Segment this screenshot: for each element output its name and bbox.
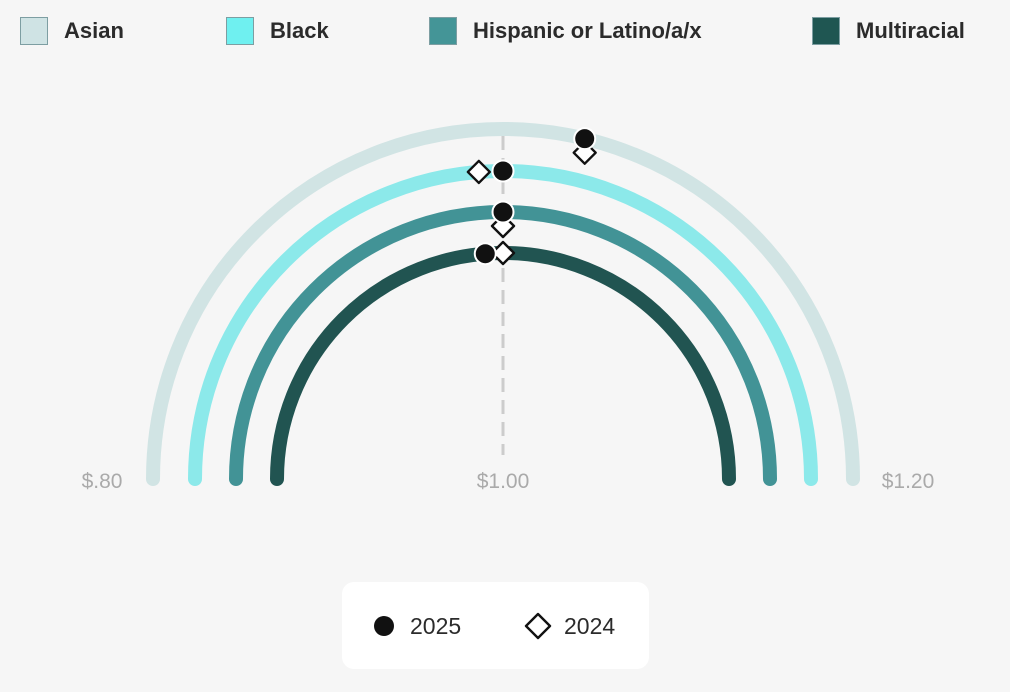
tick-labels: $.80 $1.00 $1.20: [82, 470, 935, 493]
marker-2025-black: [491, 159, 515, 183]
hollow-diamond-icon: [524, 612, 552, 640]
legend-label-multiracial: Multiracial: [856, 18, 965, 43]
legend-swatch-hispanic: [429, 17, 457, 45]
legend-item-multiracial: Multiracial: [812, 16, 965, 46]
marker-2025-asian: [573, 127, 597, 151]
legend-label-hispanic: Hispanic or Latino/a/x: [473, 18, 702, 43]
legend-label-asian: Asian: [64, 18, 124, 43]
marker-2025-hispanic-or-latino-a-x: [491, 200, 515, 224]
year-legend-item-2025: 2025: [368, 610, 461, 642]
legend-swatch-black: [226, 17, 254, 45]
legend-item-black: Black: [226, 16, 329, 46]
year-legend-label-2025: 2025: [410, 612, 462, 639]
arc-asian: [146, 122, 860, 486]
year-legend: 2025 2024: [342, 582, 649, 669]
legend-item-asian: Asian: [20, 16, 124, 46]
legend-swatch-asian: [20, 17, 48, 45]
radial-chart: $.80 $1.00 $1.20: [82, 122, 935, 493]
filled-circle-icon: [374, 616, 394, 636]
markers-layer: [466, 127, 597, 266]
legend-swatch-multiracial: [812, 17, 840, 45]
tick-label-min: $.80: [82, 470, 123, 493]
category-legend: Asian Black Hispanic or Latino/a/x Multi…: [0, 0, 1010, 60]
legend-label-black: Black: [270, 18, 329, 43]
year-legend-label-2024: 2024: [564, 612, 616, 639]
tick-label-max: $1.20: [882, 470, 935, 493]
marker-2025-multiracial: [473, 242, 497, 266]
legend-item-hispanic: Hispanic or Latino/a/x: [429, 16, 702, 46]
marker-2024-black: [466, 159, 492, 185]
year-legend-item-2024: 2024: [522, 610, 615, 642]
tick-label-mid: $1.00: [477, 470, 530, 493]
